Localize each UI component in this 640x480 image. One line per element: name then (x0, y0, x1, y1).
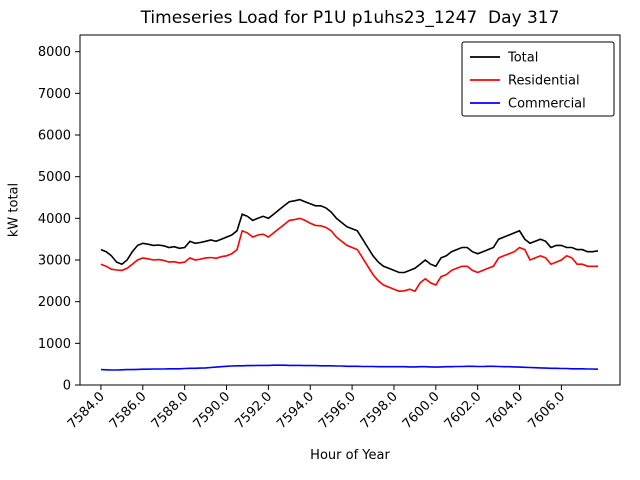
series-total-line (100, 198, 599, 274)
legend-box (461, 41, 615, 117)
y-tick-label: 8000 (38, 45, 71, 60)
x-tick-label: 7590.0 (191, 389, 234, 432)
x-tick-label: 7592.0 (232, 389, 275, 432)
legend-label: Total (507, 51, 538, 66)
legend-label: Commercial (508, 97, 586, 112)
x-tick-label: 7594.0 (274, 389, 317, 432)
x-tick-label: 7598.0 (358, 389, 401, 432)
x-tick-label: 7606.0 (525, 389, 568, 432)
x-tick-label: 7596.0 (316, 389, 359, 432)
y-tick-label: 7000 (38, 87, 71, 102)
x-tick-label: 7586.0 (107, 389, 150, 432)
chart-title: Timeseries Load for P1U p1uhs23_1247 Day… (140, 8, 560, 28)
y-tick-label: 6000 (38, 129, 71, 144)
y-tick-label: 1000 (38, 337, 71, 352)
legend-label: Residential (508, 74, 580, 89)
x-axis-label: Hour of Year (310, 448, 390, 463)
y-tick-label: 4000 (38, 212, 71, 227)
y-tick-label: 5000 (38, 170, 71, 185)
series-commercial-line (100, 364, 599, 371)
x-tick-label: 7602.0 (442, 389, 485, 432)
x-tick-label: 7600.0 (400, 389, 443, 432)
y-tick-label: 0 (63, 379, 71, 394)
y-tick-label: 2000 (38, 295, 71, 310)
series-residential-line (100, 217, 598, 293)
axes-frame (79, 34, 621, 386)
x-tick-label: 7588.0 (149, 389, 192, 432)
y-tick-label: 3000 (38, 254, 71, 269)
x-tick-label: 7584.0 (65, 389, 108, 432)
x-tick-label: 7604.0 (484, 389, 527, 432)
